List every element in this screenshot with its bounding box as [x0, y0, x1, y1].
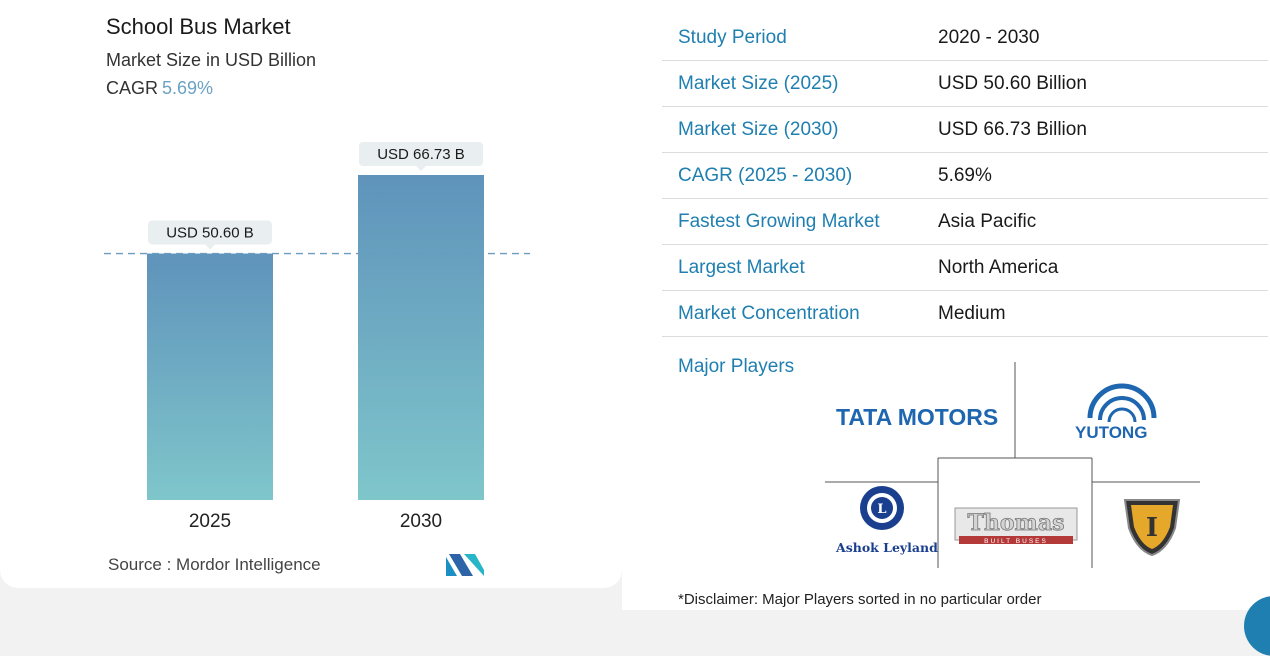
data-label: USD 66.73 B	[377, 146, 465, 163]
chart-title: School Bus Market	[106, 14, 291, 39]
info-value: USD 50.60 Billion	[938, 72, 1087, 94]
info-row: Fastest Growing Market Asia Pacific	[662, 199, 1268, 245]
yutong-logo: YUTONG	[1075, 383, 1157, 442]
tata-motors-logo: TATA MOTORS	[836, 404, 998, 430]
info-key: Market Size (2025)	[678, 72, 839, 94]
info-table: Study Period 2020 - 2030 Market Size (202…	[662, 15, 1268, 337]
cagr-label: CAGR	[106, 78, 159, 98]
ic-bus-letter: I	[1146, 513, 1158, 543]
info-value: USD 66.73 Billion	[938, 118, 1087, 140]
chart-cagr: CAGR 5.69%	[106, 78, 213, 99]
info-row: Market Size (2025) USD 50.60 Billion	[662, 61, 1268, 107]
cagr-value: 5.69%	[162, 78, 214, 98]
info-value: Asia Pacific	[938, 210, 1037, 232]
info-key: Market Size (2030)	[678, 118, 839, 140]
info-key: Fastest Growing Market	[678, 210, 880, 232]
ic-bus-logo: I	[1123, 499, 1181, 557]
info-value: 2020 - 2030	[938, 26, 1040, 48]
info-row: Largest Market North America	[662, 245, 1268, 291]
info-row: Market Size (2030) USD 66.73 Billion	[662, 107, 1268, 153]
info-key: CAGR (2025 - 2030)	[678, 164, 853, 186]
thomas-text: Thomas	[968, 510, 1065, 536]
data-label: USD 50.60 B	[166, 225, 254, 242]
info-value: 5.69%	[938, 164, 992, 186]
info-row: Market Concentration Medium	[662, 291, 1268, 337]
yutong-text: YUTONG	[1075, 423, 1147, 442]
data-label-pointer	[205, 244, 215, 250]
chart-subtitle: Market Size in USD Billion	[106, 50, 317, 70]
major-players-grid: TATA MOTORS YUTONG L Ashok Leyland Thoma…	[825, 362, 1200, 568]
info-value: Medium	[938, 302, 1006, 324]
bar-2030	[358, 175, 484, 500]
data-label-pointer	[416, 166, 426, 171]
thomas-built-buses-logo: Thomas BUILT BUSES	[954, 507, 1078, 545]
info-value: North America	[938, 256, 1059, 278]
chart-card: USD 50.60 B 2025 USD 66.73 B 2030 School Bu…	[0, 0, 622, 588]
bar-2025	[147, 253, 273, 500]
info-key: Largest Market	[678, 256, 805, 278]
mordor-intelligence-logo	[446, 554, 484, 576]
chart-source: Source : Mordor Intelligence	[108, 555, 321, 574]
ashok-leyland-text: Ashok Leyland	[835, 540, 938, 555]
info-key: Study Period	[678, 26, 787, 48]
info-key: Market Concentration	[678, 302, 860, 324]
major-players-label: Major Players	[678, 356, 795, 377]
svg-text:L: L	[877, 502, 886, 517]
info-row: Study Period 2020 - 2030	[662, 15, 1268, 61]
x-tick-label: 2030	[400, 511, 442, 532]
data-label-box	[359, 142, 483, 166]
thomas-subtext: BUILT BUSES	[984, 538, 1048, 545]
market-info-panel: Study Period 2020 - 2030 Market Size (202…	[622, 0, 1270, 610]
data-label-box	[148, 220, 272, 245]
tata-motors-text: TATA MOTORS	[836, 404, 998, 430]
ashok-leyland-logo: L Ashok Leyland	[835, 486, 938, 555]
x-tick-label: 2025	[189, 511, 231, 532]
info-row: CAGR (2025 - 2030) 5.69%	[662, 153, 1268, 199]
disclaimer: *Disclaimer: Major Players sorted in no …	[678, 591, 1042, 608]
bar-chart: USD 50.60 B 2025 USD 66.73 B 2030	[104, 142, 530, 532]
